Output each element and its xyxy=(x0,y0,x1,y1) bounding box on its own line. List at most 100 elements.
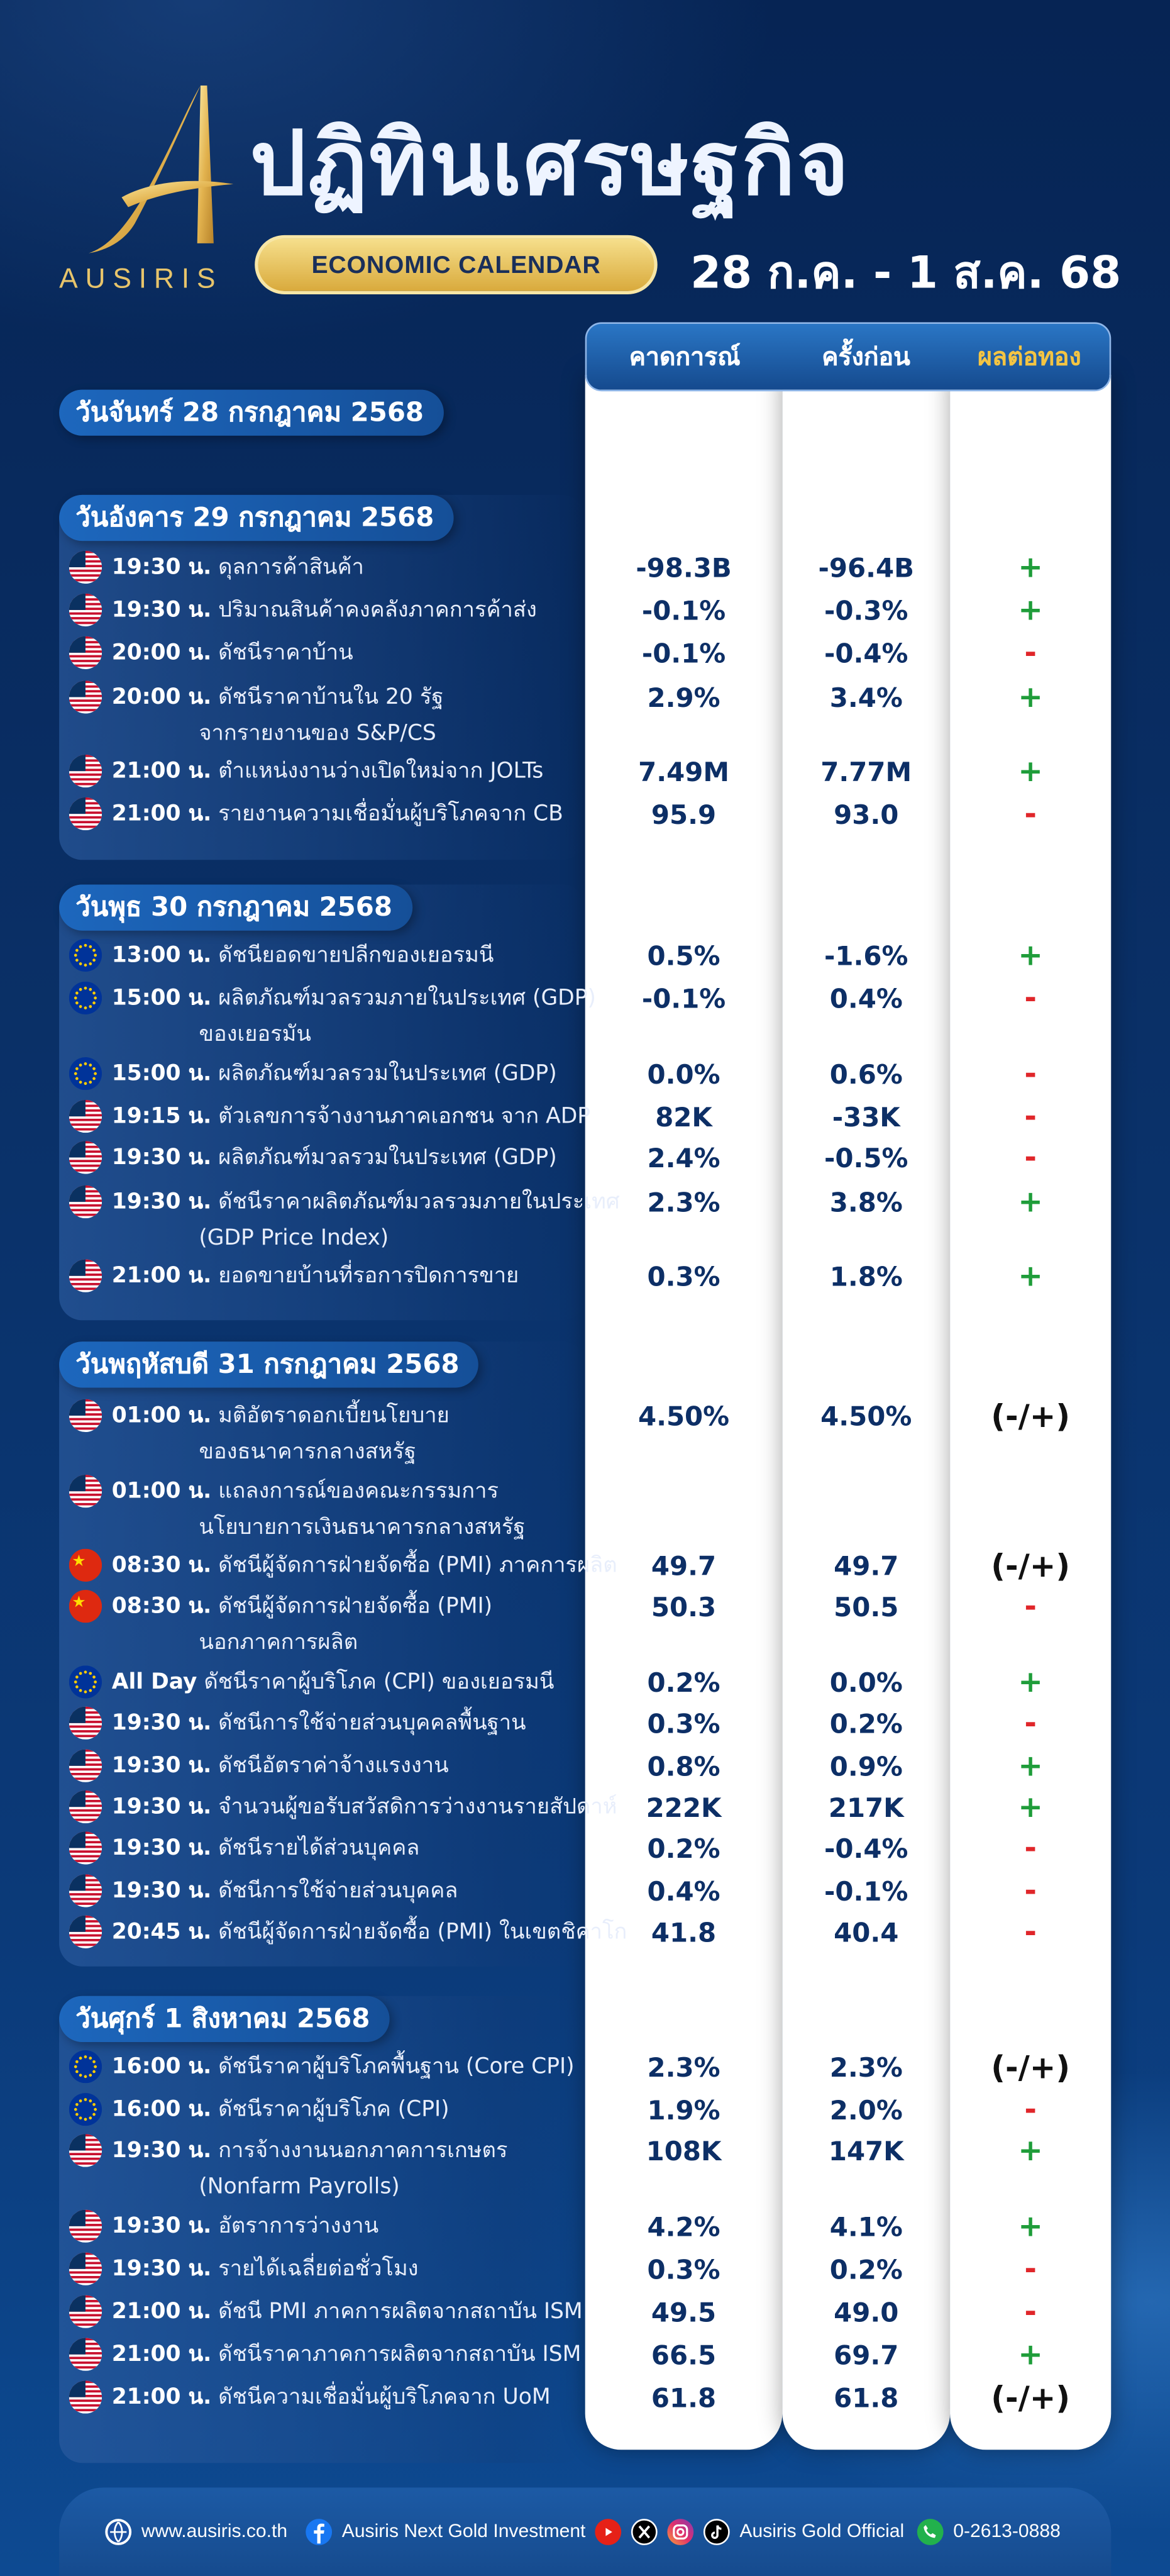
previous-value: 93.0 xyxy=(834,799,899,831)
event-line: 08:30 น. ดัชนีผู้จัดการฝ่ายจัดซื้อ (PMI)… xyxy=(112,1547,617,1585)
day-section: วันพฤหัสบดี 31 กรกฎาคม 2568 xyxy=(59,1341,585,1967)
us-flag-icon xyxy=(69,2252,102,2285)
previous-value: 3.8% xyxy=(829,1187,903,1219)
event-line: 15:00 น. ผลิตภัณฑ์มวลรวมในประเทศ (GDP) xyxy=(112,1055,557,1093)
forecast-value: 0.0% xyxy=(647,1058,720,1091)
us-flag-icon xyxy=(69,593,102,627)
forecast-value: 0.3% xyxy=(647,1261,720,1292)
previous-value: 217K xyxy=(828,1792,904,1824)
website-link[interactable]: www.ausiris.co.th xyxy=(105,2487,287,2576)
previous-value: 4.1% xyxy=(829,2211,903,2243)
event-name: ดัชนี PMI ภาคการผลิตจากสถาบัน ISM xyxy=(218,2300,583,2325)
event-time: 01:00 น. xyxy=(111,1479,212,1505)
event-name: การจ้างงานนอกภาคการเกษตร xyxy=(218,2139,508,2164)
gold-impact-value: - xyxy=(1024,1874,1037,1909)
event-time: 19:15 น. xyxy=(111,1104,212,1130)
previous-value: -0.4% xyxy=(824,638,908,670)
event-line: 13:00 น. ดัชนียอดขายปลีกของเยอรมนี xyxy=(112,937,494,975)
event-line: 21:00 น. ยอดขายบ้านที่รอการปิดการขาย xyxy=(112,1258,519,1296)
gold-impact-value: - xyxy=(1024,1057,1037,1092)
forecast-value: 61.8 xyxy=(651,2382,717,2414)
gold-impact-value: - xyxy=(1024,1706,1037,1741)
event-time: 19:30 น. xyxy=(111,2257,212,2282)
event-time: 19:30 น. xyxy=(111,598,212,623)
event-name: อัตราการว่างงาน xyxy=(218,2214,379,2240)
previous-value: 61.8 xyxy=(834,2382,899,2414)
event-name: ดัชนีผู้จัดการฝ่ายจัดซื้อ (PMI) ภาคการผล… xyxy=(218,1553,617,1579)
gold-impact-value: - xyxy=(1024,1141,1037,1176)
forecast-value: 49.5 xyxy=(651,2297,717,2328)
event-time: 19:30 น. xyxy=(111,2139,212,2164)
previous-value: 40.4 xyxy=(834,1917,899,1948)
forecast-value: 95.9 xyxy=(651,799,717,831)
instagram-icon[interactable] xyxy=(667,2519,694,2545)
forecast-value: 50.3 xyxy=(651,1591,717,1623)
previous-value: 4.50% xyxy=(820,1401,912,1433)
previous-value: -0.4% xyxy=(824,1833,908,1865)
event-line: 16:00 น. ดัชนีราคาผู้บริโภคพื้นฐาน (Core… xyxy=(112,2048,575,2086)
gold-impact-value: - xyxy=(1024,2295,1037,2330)
us-flag-icon xyxy=(69,550,102,584)
forecast-value: 4.2% xyxy=(647,2211,720,2243)
previous-value: 0.0% xyxy=(829,1667,903,1699)
previous-value: 2.3% xyxy=(829,2051,903,2084)
forecast-value: 222K xyxy=(646,1792,722,1824)
day-header: วันศุกร์ 1 สิงหาคม 2568 xyxy=(59,1996,390,2042)
phone-icon xyxy=(917,2519,944,2545)
previous-value: 49.7 xyxy=(834,1550,899,1582)
gold-impact-value: + xyxy=(1018,550,1043,586)
youtube-icon[interactable] xyxy=(595,2519,622,2545)
tiktok-icon[interactable] xyxy=(703,2519,730,2545)
event-name: ดัชนีราคาผู้บริโภค (CPI) ของเยอรมนี xyxy=(204,1670,555,1696)
previous-value: 0.6% xyxy=(829,1058,903,1091)
us-flag-icon xyxy=(69,1706,102,1740)
gold-impact-value: - xyxy=(1024,1590,1037,1624)
phone-link[interactable]: 0-2613-0888 xyxy=(917,2487,1061,2576)
facebook-icon xyxy=(306,2519,333,2545)
forecast-value: 0.4% xyxy=(647,1875,720,1907)
event-time: 21:00 น. xyxy=(111,1264,212,1289)
event-line: All Day ดัชนีราคาผู้บริโภค (CPI) ของเยอร… xyxy=(112,1664,555,1702)
event-time: 19:30 น. xyxy=(111,1190,212,1215)
gold-impact-value: (-/+) xyxy=(991,1399,1071,1436)
event-time: 20:00 น. xyxy=(111,686,212,711)
event-time: 21:00 น. xyxy=(111,802,212,827)
us-flag-icon xyxy=(69,1749,102,1782)
event-name: ตำแหน่งงานว่างเปิดใหม่จาก JOLTs xyxy=(218,759,544,785)
us-flag-icon xyxy=(69,2380,102,2414)
brand-name: AUSIRIS xyxy=(59,263,223,294)
forecast-value: -0.1% xyxy=(641,638,726,670)
event-line: 19:30 น. ผลิตภัณฑ์มวลรวมในประเทศ (GDP) xyxy=(112,1140,557,1177)
event-line: 19:30 น. อัตราการว่างงาน xyxy=(112,2208,378,2246)
forecast-value: 0.2% xyxy=(647,1667,720,1699)
event-line: 21:00 น. ดัชนีราคาภาคการผลิตจากสถาบัน IS… xyxy=(112,2336,582,2374)
event-time: 19:30 น. xyxy=(111,1146,212,1171)
event-name: ดัชนีราคาผู้บริโภคพื้นฐาน (Core CPI) xyxy=(218,2055,575,2080)
website-text: www.ausiris.co.th xyxy=(141,2522,288,2542)
facebook-link[interactable]: Ausiris Next Gold Investment xyxy=(306,2487,585,2576)
us-flag-icon xyxy=(69,2295,102,2328)
event-time: 20:45 น. xyxy=(111,1920,212,1945)
forecast-value: 0.3% xyxy=(647,2254,720,2285)
x-icon[interactable] xyxy=(631,2519,658,2545)
event-name: ดุลการค้าสินค้า xyxy=(218,555,364,580)
event-line: 19:30 น. ดุลการค้าสินค้า xyxy=(112,549,364,587)
forecast-value: 2.3% xyxy=(647,2051,720,2084)
event-time: 20:00 น. xyxy=(111,641,212,666)
previous-header: ครั้งก่อน xyxy=(822,341,910,372)
event-time: 19:30 น. xyxy=(111,1879,212,1904)
forecast-value: 1.9% xyxy=(647,2094,720,2126)
eu-flag-icon xyxy=(69,981,102,1015)
event-line: 21:00 น. รายงานความเชื่อมั่นผู้บริโภคจาก… xyxy=(112,796,563,833)
us-flag-icon xyxy=(69,1874,102,1907)
event-time: 15:00 น. xyxy=(111,1062,212,1087)
event-name: ตัวเลขการจ้างงานภาคเอกชน จาก ADP xyxy=(218,1104,591,1130)
gold-impact-value: - xyxy=(1024,636,1037,671)
social-text: Ausiris Gold Official xyxy=(739,2522,905,2542)
forecast-value: 2.9% xyxy=(647,682,720,714)
previous-value: -0.3% xyxy=(824,595,908,627)
event-time: 21:00 น. xyxy=(111,2343,212,2368)
eu-flag-icon xyxy=(69,1665,102,1699)
previous-value: 2.0% xyxy=(829,2094,903,2126)
day-section: วันอังคาร 29 กรกฎาคม 2568 xyxy=(59,494,585,860)
